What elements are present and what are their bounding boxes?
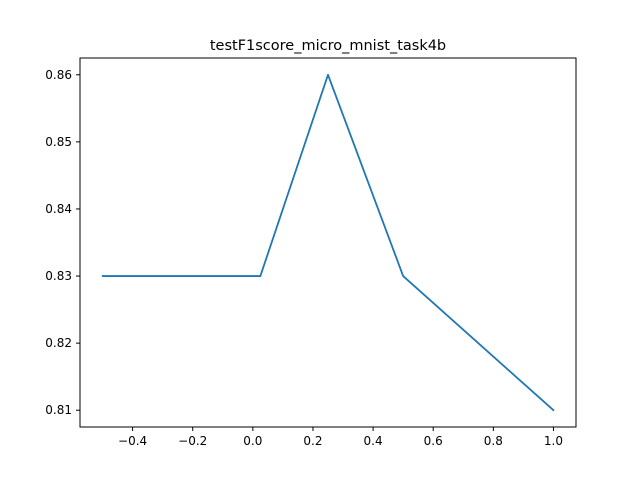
x-tick-label: −0.2 — [178, 434, 207, 448]
x-tick-label: −0.4 — [118, 434, 147, 448]
x-tick-label: 0.4 — [364, 434, 383, 448]
x-tick-label: 0.2 — [303, 434, 322, 448]
x-tick-label: 0.8 — [484, 434, 503, 448]
y-tick-label: 0.85 — [45, 135, 72, 149]
y-tick-label: 0.84 — [45, 202, 72, 216]
y-tick-label: 0.83 — [45, 269, 72, 283]
plot-frame — [80, 58, 576, 427]
series-line — [103, 75, 554, 410]
plot-area — [103, 75, 554, 410]
x-tick-label: 1.0 — [544, 434, 563, 448]
y-tick-label: 0.82 — [45, 336, 72, 350]
y-axis: 0.81 0.82 0.83 0.84 0.85 0.86 — [45, 68, 80, 417]
y-tick-label: 0.86 — [45, 68, 72, 82]
chart-title: testF1score_micro_mnist_task4b — [210, 38, 446, 54]
x-axis: −0.4 −0.2 0.0 0.2 0.4 0.6 0.8 1.0 — [118, 427, 563, 448]
y-tick-label: 0.81 — [45, 403, 72, 417]
x-tick-label: 0.6 — [424, 434, 443, 448]
x-tick-label: 0.0 — [243, 434, 262, 448]
